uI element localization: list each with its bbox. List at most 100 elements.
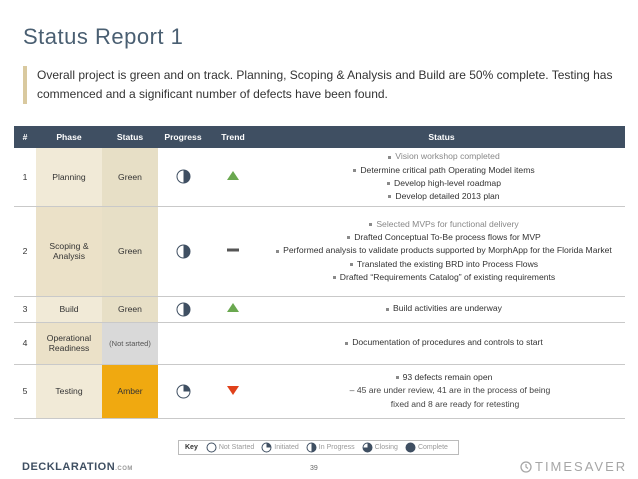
col-header-status: Status	[102, 126, 158, 148]
table-row: 1 Planning Green Vision workshop completed D…	[14, 148, 625, 207]
col-header-num: #	[14, 126, 36, 148]
key-item: Not Started	[206, 442, 254, 453]
progress-complete-icon	[405, 442, 416, 453]
trend-cell	[208, 148, 258, 207]
status-notes: Vision workshop completed Determine criti…	[258, 148, 625, 207]
row-number: 5	[14, 364, 36, 419]
trend-cell	[208, 322, 258, 365]
brand-name: DECKLARATION	[22, 461, 116, 473]
note-item: Documentation of procedures and controls…	[264, 336, 624, 349]
phase-cell: Build	[36, 296, 102, 323]
trend-cell	[208, 364, 258, 419]
progress-cell	[158, 148, 208, 207]
note-text: Drafted “Requirements Catalog” of existi…	[339, 271, 556, 282]
progress-cell	[158, 206, 208, 297]
table-row: 4 Operational Readiness (Not started) Docum…	[14, 322, 625, 365]
trend-cell	[208, 206, 258, 297]
note-item: 93 defects remain open	[264, 371, 624, 384]
note-item: Develop detailed 2013 plan	[264, 190, 624, 203]
trend-cell	[208, 296, 258, 323]
right-brand-text: TIMESAVER	[535, 459, 628, 474]
table-header-row: # Phase Status Progress Trend Status	[14, 126, 625, 148]
bullet-icon	[347, 236, 351, 240]
bullet-icon	[388, 155, 392, 159]
key-item: Complete	[405, 442, 448, 453]
progress-closing-icon	[362, 442, 373, 453]
trend-up-icon	[227, 170, 239, 180]
col-header-trend: Trend	[208, 126, 258, 148]
key-item: Initiated	[261, 442, 299, 453]
row-number: 2	[14, 206, 36, 297]
status-badge: Amber	[102, 364, 158, 419]
footer-brand: DECKLARATION.COM	[22, 461, 133, 473]
bullet-icon	[369, 223, 373, 227]
status-badge: Green	[102, 148, 158, 207]
progress-in-progress-icon	[176, 169, 190, 184]
note-item: Determine critical path Operating Model …	[264, 164, 624, 177]
note-text: Documentation of procedures and controls…	[352, 337, 543, 348]
progress-initiated-icon	[176, 384, 190, 398]
bullet-icon	[388, 195, 392, 199]
phase-cell: Scoping & Analysis	[36, 206, 102, 297]
key-item: In Progress	[306, 442, 355, 453]
trend-up-icon	[227, 303, 239, 312]
progress-not-started-icon	[206, 442, 217, 453]
status-notes: 93 defects remain open – 45 are under rev…	[258, 364, 625, 419]
note-text: Drafted Conceptual To-Be process flows f…	[354, 232, 541, 243]
note-text: 93 defects remain open	[402, 372, 493, 383]
trend-down-icon	[227, 386, 239, 395]
note-text: Performed analysis to validate products …	[283, 245, 612, 256]
note-text: fixed and 8 are ready for retesting	[390, 398, 520, 409]
table-row: 2 Scoping & Analysis Green Selected MVPs fo…	[14, 206, 625, 297]
progress-initiated-icon	[261, 442, 272, 453]
phase-cell: Testing	[36, 364, 102, 419]
note-item: Translated the existing BRD into Process…	[264, 258, 624, 271]
summary-text: Overall project is green and on track. P…	[23, 66, 617, 104]
page-title: Status Report 1	[23, 24, 184, 49]
notes-list: Vision workshop completed Determine criti…	[264, 150, 624, 203]
status-notes: Build activities are underway	[258, 296, 625, 323]
footer-right-brand: TIMESAVER	[520, 459, 627, 474]
bullet-icon	[395, 376, 399, 380]
table-row: 5 Testing Amber 93 defects remain open – 45 …	[14, 364, 625, 419]
key-item-label: Complete	[417, 444, 448, 451]
key-item-label: Initiated	[274, 444, 299, 451]
note-item: Performed analysis to validate products …	[264, 244, 624, 257]
note-item: fixed and 8 are ready for retesting	[264, 398, 624, 411]
note-item: Selected MVPs for functional delivery	[264, 218, 624, 231]
status-notes: Documentation of procedures and controls…	[258, 322, 625, 365]
note-text: Translated the existing BRD into Process…	[356, 258, 539, 269]
key-item-label: Closing	[374, 444, 398, 451]
notes-list: Build activities are underway	[264, 302, 624, 315]
key-title: Key	[185, 444, 198, 451]
status-notes: Selected MVPs for functional delivery Dra…	[258, 206, 625, 297]
bullet-icon	[276, 249, 280, 253]
bullet-icon	[353, 168, 357, 172]
row-number: 3	[14, 296, 36, 323]
key-item-label: In Progress	[318, 444, 355, 451]
note-item: – 45 are under review, 41 are in the pro…	[264, 384, 624, 397]
bullet-icon	[345, 341, 349, 345]
status-badge: Green	[102, 206, 158, 297]
notes-list: Selected MVPs for functional delivery Dra…	[264, 218, 624, 284]
note-text: Develop high-level roadmap	[393, 177, 501, 188]
status-badge: Green	[102, 296, 158, 323]
bullet-icon	[332, 276, 336, 280]
status-badge: (Not started)	[102, 322, 158, 365]
note-text: Vision workshop completed	[395, 151, 500, 162]
key-item-label: Not Started	[218, 444, 255, 451]
col-header-phase: Phase	[36, 126, 102, 148]
status-table: # Phase Status Progress Trend Status 1 Pl…	[14, 126, 625, 419]
progress-cell	[158, 322, 208, 365]
note-text: Determine critical path Operating Model …	[360, 164, 535, 175]
note-text: Develop detailed 2013 plan	[395, 190, 500, 201]
note-item: Drafted “Requirements Catalog” of existi…	[264, 271, 624, 284]
note-text: Selected MVPs for functional delivery	[376, 218, 519, 229]
note-item: Build activities are underway	[264, 302, 624, 315]
note-item: Vision workshop completed	[264, 150, 624, 163]
trend-flat-icon	[227, 248, 239, 252]
note-text: – 45 are under review, 41 are in the pro…	[349, 385, 551, 396]
col-header-progress: Progress	[158, 126, 208, 148]
phase-cell: Operational Readiness	[36, 322, 102, 365]
progress-cell	[158, 364, 208, 419]
